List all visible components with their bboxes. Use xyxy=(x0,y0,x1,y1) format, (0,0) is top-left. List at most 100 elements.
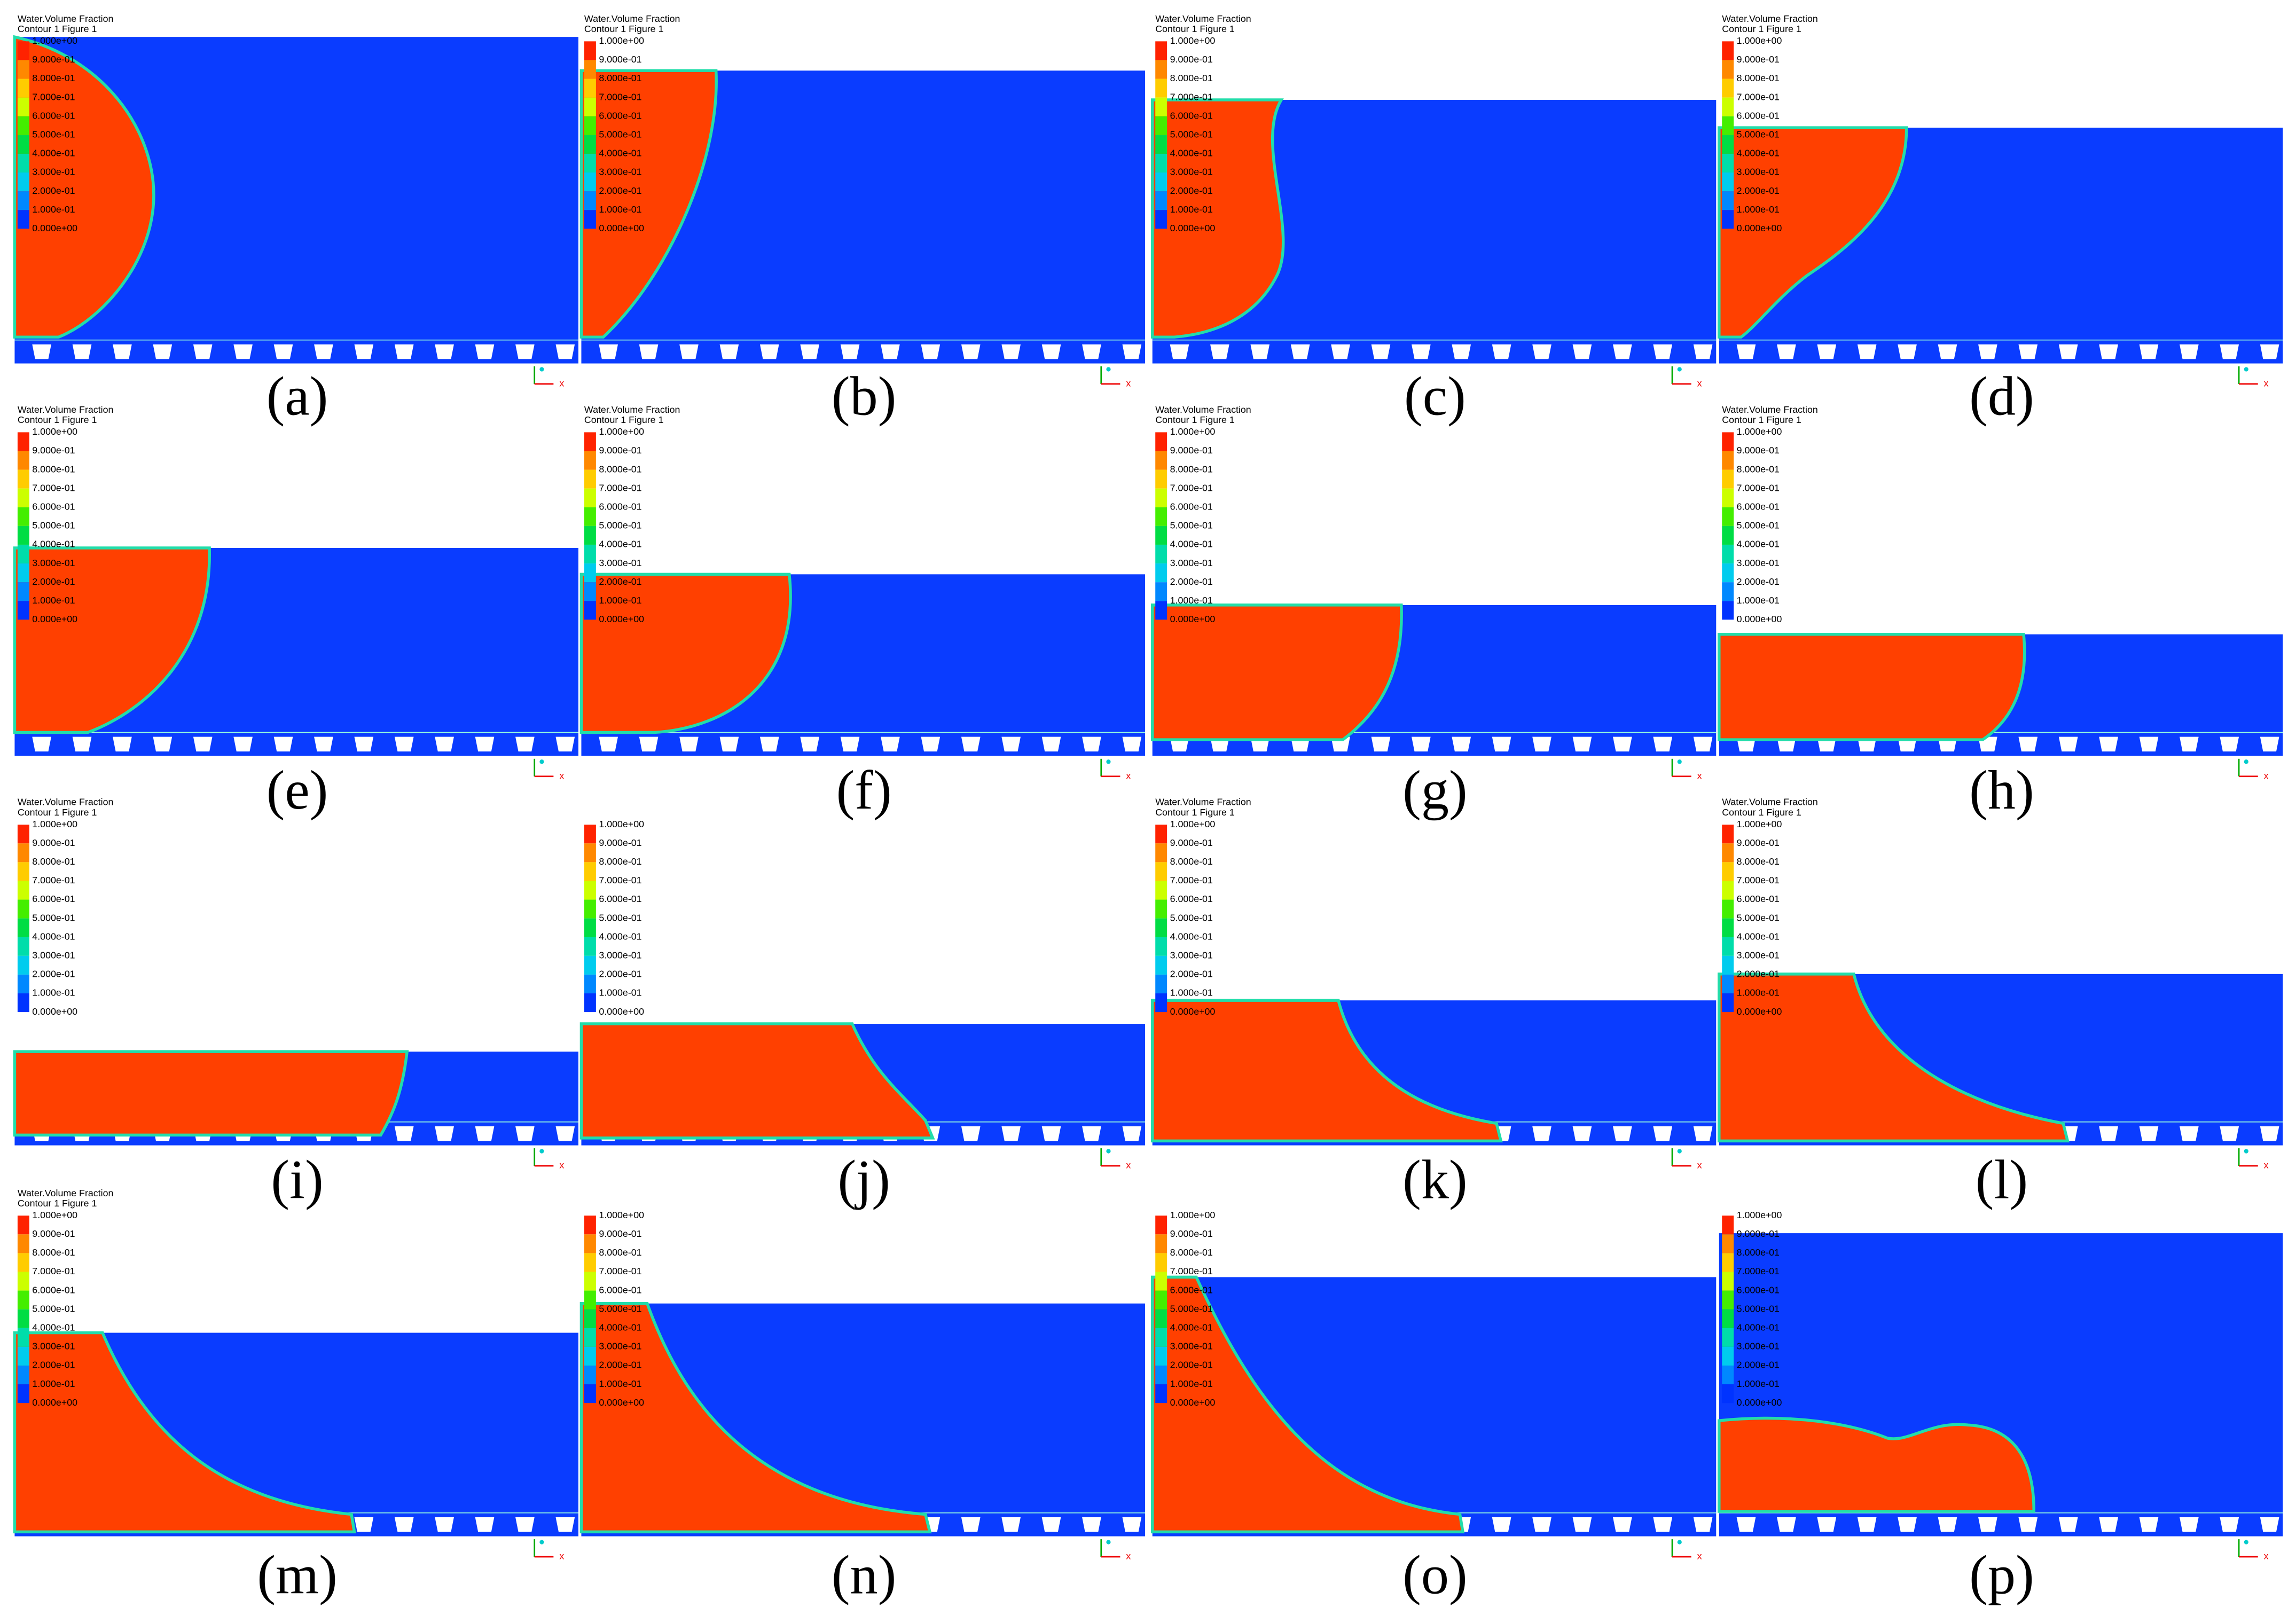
pore xyxy=(32,344,51,359)
pore xyxy=(1572,344,1592,359)
legend-level: 2.000e-01 xyxy=(599,185,641,196)
axis-label: x xyxy=(559,770,564,781)
legend-level: 4.000e-01 xyxy=(599,539,641,550)
colorbar-band xyxy=(1722,153,1734,173)
legend-level: 0.000e+00 xyxy=(599,614,644,624)
colorbar-band xyxy=(1722,1328,1734,1347)
legend-level: 5.000e-01 xyxy=(1737,520,1780,531)
axis-label: x xyxy=(1126,1160,1131,1171)
legend-level: 2.000e-01 xyxy=(599,1360,641,1370)
legend-level: 7.000e-01 xyxy=(1737,482,1780,493)
legend-level: 3.000e-01 xyxy=(1737,167,1780,177)
pore xyxy=(1001,344,1021,359)
pore xyxy=(72,344,92,359)
pore xyxy=(113,736,132,752)
pore xyxy=(2139,1126,2159,1141)
pore xyxy=(1001,1517,1021,1532)
legend-subtitle: Contour 1 Figure 1 xyxy=(18,1198,97,1209)
axis-z xyxy=(539,759,544,764)
panel: 1.000e+00 9.000e-01 8.000e-01 7.000e-01 6.00… xyxy=(579,1210,1146,1606)
pore xyxy=(475,344,495,359)
legend-subtitle: Contour 1 Figure 1 xyxy=(1155,414,1235,425)
colorbar-band xyxy=(584,582,596,601)
colorbar-band xyxy=(584,191,596,210)
panel-label: (l) xyxy=(1976,1148,2028,1210)
colorbar-band xyxy=(1722,881,1734,900)
colorbar-band xyxy=(1722,843,1734,863)
pore xyxy=(1653,344,1673,359)
legend-level: 7.000e-01 xyxy=(32,91,75,102)
legend-level: 3.000e-01 xyxy=(1170,1341,1213,1352)
legend-level: 0.000e+00 xyxy=(1170,223,1216,233)
colorbar-band xyxy=(1722,526,1734,545)
colorbar-band xyxy=(17,937,29,956)
legend-level: 4.000e-01 xyxy=(1170,148,1213,159)
colorbar-band xyxy=(17,1234,29,1253)
colorbar-band xyxy=(1722,97,1734,116)
colorbar-band xyxy=(1722,1216,1734,1235)
legend-level: 3.000e-01 xyxy=(599,167,641,177)
axis-label: x xyxy=(1697,770,1702,781)
pore xyxy=(394,1517,414,1532)
legend-level: 4.000e-01 xyxy=(1737,539,1780,550)
axis-z xyxy=(539,367,544,372)
axis-label: x xyxy=(559,1551,564,1562)
legend-level: 2.000e-01 xyxy=(32,1360,75,1370)
colorbar-band xyxy=(1722,41,1734,60)
pore xyxy=(32,736,51,752)
legend-level: 5.000e-01 xyxy=(599,129,641,140)
pore xyxy=(1612,344,1632,359)
pore xyxy=(2180,736,2199,752)
axis-label: x xyxy=(1126,1551,1131,1562)
legend-level: 8.000e-01 xyxy=(1170,856,1213,867)
colorbar-band xyxy=(17,451,29,470)
pore xyxy=(1572,1517,1592,1532)
colorbar-band xyxy=(17,1328,29,1347)
pore xyxy=(2058,1517,2078,1532)
colorbar-band xyxy=(584,993,596,1013)
pore xyxy=(1777,1517,1796,1532)
colorbar-band xyxy=(1722,1272,1734,1291)
pore xyxy=(1612,736,1632,752)
colorbar-band xyxy=(1722,60,1734,79)
colorbar-band xyxy=(1155,41,1167,60)
colorbar-band xyxy=(17,488,29,507)
pore xyxy=(1290,344,1310,359)
pore xyxy=(1001,736,1021,752)
water xyxy=(579,1022,935,1140)
legend-level: 1.000e-01 xyxy=(1170,595,1213,606)
panel: 1.000e+00 9.000e-01 8.000e-01 7.000e-01 6.00… xyxy=(579,819,1146,1210)
axis-z xyxy=(2244,1540,2248,1544)
colorbar-band xyxy=(1722,432,1734,451)
legend-level: 1.000e-01 xyxy=(1737,1378,1780,1389)
pore xyxy=(2260,344,2279,359)
colorbar-band xyxy=(17,526,29,545)
colorbar-band xyxy=(17,918,29,937)
legend-level: 8.000e-01 xyxy=(599,1247,641,1258)
colorbar-band xyxy=(1155,582,1167,601)
legend-level: 8.000e-01 xyxy=(1170,464,1213,474)
colorbar-band xyxy=(584,210,596,229)
colorbar-band xyxy=(584,1253,596,1272)
legend-level: 3.000e-01 xyxy=(1737,950,1780,961)
colorbar-band xyxy=(17,469,29,489)
pore xyxy=(2018,736,2038,752)
colorbar-band xyxy=(1722,825,1734,844)
porous-strip xyxy=(1719,1512,2283,1536)
legend-level: 0.000e+00 xyxy=(599,1006,644,1017)
panel-label: (a) xyxy=(267,365,328,427)
colorbar-band xyxy=(17,173,29,192)
colorbar-band xyxy=(17,1272,29,1291)
water xyxy=(13,1331,356,1534)
legend-level: 9.000e-01 xyxy=(32,445,75,456)
colorbar-band xyxy=(1722,488,1734,507)
legend-level: 0.000e+00 xyxy=(32,1006,77,1017)
colorbar-band xyxy=(584,79,596,98)
colorbar-band xyxy=(584,1365,596,1385)
panel-label: (h) xyxy=(1969,759,2034,821)
legend-level: 5.000e-01 xyxy=(32,520,75,531)
